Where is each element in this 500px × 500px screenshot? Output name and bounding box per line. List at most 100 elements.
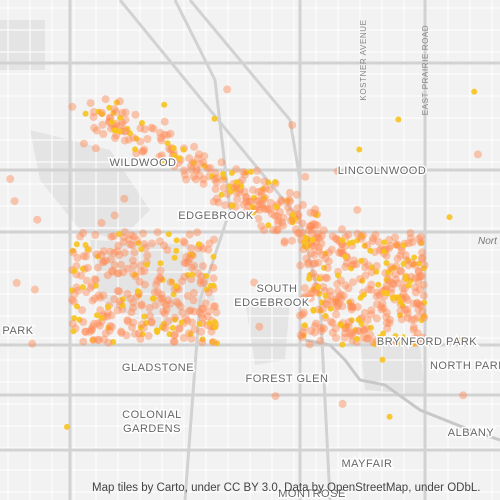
dot [80, 265, 86, 272]
dot [123, 289, 132, 298]
dot [210, 235, 219, 244]
dot [73, 253, 82, 262]
dot [185, 230, 194, 239]
dot [119, 302, 126, 309]
dot [196, 279, 205, 288]
dot [199, 244, 208, 253]
dot [199, 336, 206, 343]
dot [79, 139, 88, 148]
dot [288, 236, 296, 245]
dot [333, 287, 342, 296]
dot [98, 120, 107, 129]
dot [260, 226, 268, 235]
dot [199, 278, 208, 287]
dot [79, 284, 86, 291]
dot [396, 294, 403, 301]
dot [416, 272, 425, 280]
dot [254, 214, 263, 223]
dot [334, 302, 342, 311]
dot [163, 245, 172, 254]
dot [257, 187, 265, 196]
dot [319, 283, 328, 291]
dot [201, 163, 208, 170]
dot [117, 114, 124, 121]
dot [204, 164, 212, 173]
dot [166, 129, 175, 138]
dot [160, 130, 169, 139]
dot [68, 295, 76, 304]
dot [204, 245, 213, 254]
dot [180, 238, 189, 247]
dot [252, 176, 261, 185]
dot [120, 296, 126, 303]
dot [239, 168, 248, 177]
dot [339, 341, 346, 348]
dot [307, 288, 316, 297]
dot [377, 305, 386, 314]
dot [346, 240, 353, 247]
dot [113, 99, 120, 106]
dot [396, 266, 405, 275]
dot [140, 280, 149, 289]
dot [408, 238, 417, 247]
dot [141, 313, 148, 320]
dot [169, 324, 176, 331]
dot [179, 237, 188, 246]
dot [131, 271, 138, 278]
dot [367, 306, 376, 315]
dot [176, 302, 185, 311]
dot [128, 323, 136, 332]
dot [321, 254, 330, 263]
dot [189, 158, 197, 167]
dot [204, 288, 213, 297]
dot [361, 263, 370, 272]
dot [341, 329, 350, 338]
dot [306, 222, 315, 231]
dot [28, 339, 37, 348]
dot [392, 240, 401, 249]
dot [117, 260, 125, 269]
dot [306, 294, 315, 303]
dot [322, 313, 329, 319]
dot [178, 308, 187, 317]
dot [211, 175, 219, 184]
dot [91, 231, 100, 239]
dot [392, 333, 399, 340]
dot [307, 249, 316, 258]
dot [180, 272, 189, 281]
place-label: BRYNFORD PARK [377, 336, 477, 348]
dot [232, 165, 241, 174]
dot [209, 338, 216, 345]
dot [95, 321, 104, 330]
dot [332, 297, 340, 306]
dot [82, 276, 91, 285]
dot [310, 307, 317, 314]
dot [99, 257, 108, 266]
dot [406, 234, 415, 242]
dot [381, 239, 388, 246]
dot [313, 221, 322, 230]
dot [137, 320, 146, 329]
dot [156, 274, 165, 283]
dot [471, 88, 478, 95]
dot [411, 254, 418, 261]
dot [212, 194, 221, 203]
dot [195, 308, 204, 317]
dot [346, 298, 355, 307]
dot [257, 222, 266, 231]
dot [361, 271, 370, 280]
dot [76, 232, 85, 241]
dot [123, 316, 132, 325]
dot [389, 280, 398, 289]
dot [187, 165, 196, 174]
dot [130, 248, 139, 257]
dot [187, 331, 194, 337]
dot [90, 123, 99, 132]
dot [82, 110, 89, 117]
dot [323, 274, 332, 283]
place-label: GARDENS [123, 423, 181, 435]
dot [79, 229, 88, 238]
dot [127, 308, 136, 317]
dot [416, 238, 425, 247]
dot [255, 205, 264, 214]
